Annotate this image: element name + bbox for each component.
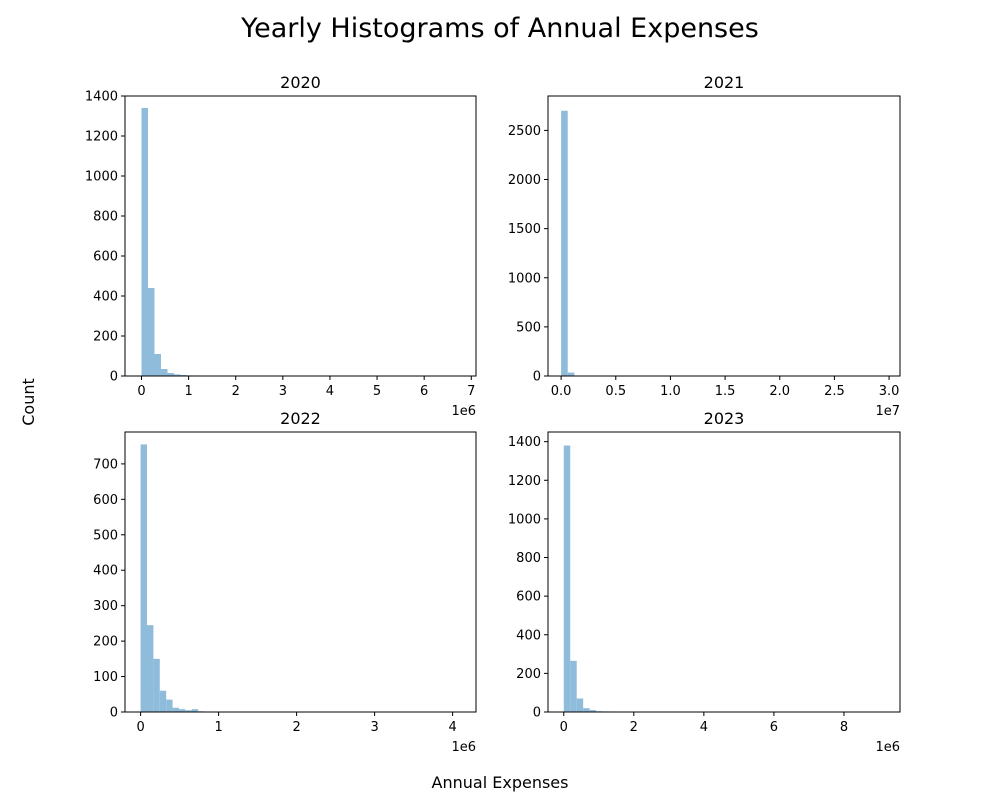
y-tick-label: 100 <box>93 670 118 685</box>
y-axis-label: Count <box>19 378 38 426</box>
histogram-bar <box>561 110 568 377</box>
y-tick-label: 600 <box>93 493 118 508</box>
x-tick-label: 0 <box>136 720 144 735</box>
x-tick-label: 6 <box>770 720 778 735</box>
x-tick-label: 1 <box>184 384 192 399</box>
histogram-bar <box>141 108 148 376</box>
y-tick-label: 0 <box>533 706 541 721</box>
y-tick-label: 2500 <box>508 124 541 139</box>
y-tick-label: 1000 <box>508 512 541 527</box>
x-tick-label: 4 <box>326 384 334 399</box>
y-tick-label: 200 <box>93 635 118 650</box>
subplot-title: 2021 <box>704 73 745 92</box>
subplot-2023: 2023 0 2 4 6 8 0 200 400 600 800 1000 1200 1400 1e6 <box>508 409 901 755</box>
histogram-bar <box>161 369 168 376</box>
histogram-bar <box>172 707 179 712</box>
histogram-bar <box>576 698 584 712</box>
histogram-bar <box>185 710 192 712</box>
y-tick-label: 200 <box>93 330 118 345</box>
x-tick-label: 2 <box>232 384 240 399</box>
y-tick-label: 0 <box>110 370 118 385</box>
axes-frame <box>547 95 901 377</box>
y-tick-label: 1400 <box>85 90 118 105</box>
y-tick-label: 500 <box>93 528 118 543</box>
y-tick-label: 500 <box>516 320 541 335</box>
y-tick-label: 0 <box>110 706 118 721</box>
x-tick-label: 4 <box>700 720 708 735</box>
x-tick-label: 2 <box>292 720 300 735</box>
subplot-title: 2022 <box>280 409 321 428</box>
x-offset-label: 1e6 <box>451 740 476 755</box>
y-tick-label: 700 <box>93 457 118 472</box>
histogram-bar <box>583 708 590 712</box>
subplot-title: 2023 <box>704 409 745 428</box>
histogram-bar <box>167 373 174 376</box>
histogram-bar <box>147 288 155 376</box>
y-tick-label: 1200 <box>508 474 541 489</box>
x-tick-label: 7 <box>467 384 475 399</box>
y-tick-label: 1500 <box>508 222 541 237</box>
y-tick-label: 800 <box>516 551 541 566</box>
subplot-2022: 2022 0 1 2 3 4 0 100 200 300 400 500 600 700 1e6 <box>93 409 477 755</box>
x-tick-label: 1 <box>214 720 222 735</box>
histogram-bar <box>570 660 577 712</box>
histogram-bar <box>178 709 186 712</box>
y-tick-label: 0 <box>533 370 541 385</box>
subplot-2021: 2021 0.0 0.5 1.0 1.5 2.0 2.5 3.0 0 500 1000 1500 200… <box>508 73 901 419</box>
y-tick-label: 400 <box>93 564 118 579</box>
histogram-bar <box>174 374 181 376</box>
x-tick-label: 0 <box>560 720 568 735</box>
histogram-bar <box>567 372 575 376</box>
x-offset-label: 1e7 <box>875 404 900 419</box>
x-tick-label: 0 <box>137 384 145 399</box>
x-tick-label: 3 <box>370 720 378 735</box>
x-tick-label: 0.5 <box>605 384 626 399</box>
axes-frame <box>124 95 477 377</box>
x-tick-label: 5 <box>373 384 381 399</box>
x-tick-label: 2 <box>630 720 638 735</box>
histogram-bar <box>140 444 147 712</box>
x-tick-label: 2.5 <box>824 384 845 399</box>
x-tick-label: 0.0 <box>551 384 572 399</box>
x-tick-label: 1.5 <box>715 384 736 399</box>
y-tick-label: 400 <box>93 290 118 305</box>
x-tick-label: 8 <box>840 720 848 735</box>
x-offset-label: 1e6 <box>451 404 476 419</box>
y-tick-label: 1400 <box>508 435 541 450</box>
x-tick-label: 6 <box>420 384 428 399</box>
subplot-title: 2020 <box>280 73 321 92</box>
histogram-bar <box>563 445 571 712</box>
subplot-2020: 2020 0 1 2 3 4 5 6 7 0 200 400 600 800 1000 1200 1400 1e6 <box>85 73 477 419</box>
histogram-bar <box>154 354 161 376</box>
axes-frame <box>547 431 901 713</box>
x-tick-label: 2.0 <box>769 384 790 399</box>
histogram-bar <box>159 690 167 712</box>
y-tick-label: 1000 <box>85 170 118 185</box>
y-tick-label: 400 <box>516 628 541 643</box>
histogram-bar <box>166 699 173 712</box>
y-tick-label: 2000 <box>508 173 541 188</box>
y-tick-label: 1000 <box>508 271 541 286</box>
histogram-bar <box>147 625 154 712</box>
histogram-bar <box>153 658 160 712</box>
y-tick-label: 600 <box>516 590 541 605</box>
y-tick-label: 200 <box>516 667 541 682</box>
histogram-bar <box>191 709 199 712</box>
y-tick-label: 800 <box>93 210 118 225</box>
x-tick-label: 1.0 <box>660 384 681 399</box>
axes-frame <box>124 431 477 713</box>
y-tick-label: 1200 <box>85 130 118 145</box>
figure-title: Yearly Histograms of Annual Expenses <box>240 13 759 44</box>
x-tick-label: 4 <box>448 720 456 735</box>
x-offset-label: 1e6 <box>875 740 900 755</box>
x-tick-label: 3.0 <box>879 384 900 399</box>
y-tick-label: 600 <box>93 250 118 265</box>
x-axis-label: Annual Expenses <box>432 773 569 792</box>
x-tick-label: 3 <box>279 384 287 399</box>
y-tick-label: 300 <box>93 599 118 614</box>
histogram-bar <box>589 710 597 712</box>
